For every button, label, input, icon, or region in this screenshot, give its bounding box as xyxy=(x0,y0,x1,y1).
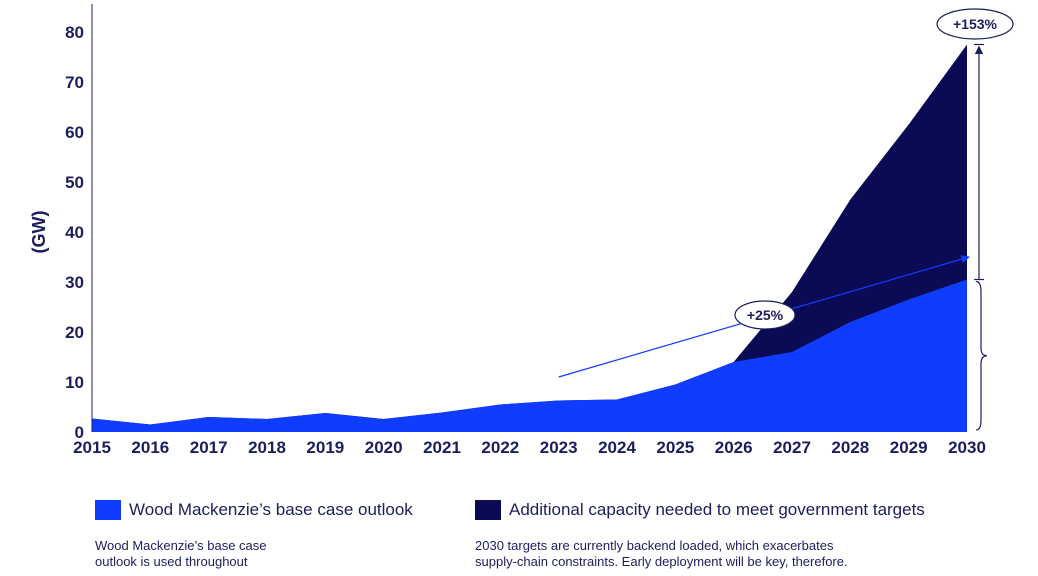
note-right: 2030 targets are currently backend loade… xyxy=(475,538,848,570)
chart-areas xyxy=(92,44,967,432)
note-left-line-2: outlook is used throughout xyxy=(95,554,248,569)
y-axis-label: (GW) xyxy=(29,211,49,254)
y-tick-label: 20 xyxy=(65,323,84,342)
legend-label-additional: Additional capacity needed to meet gover… xyxy=(509,500,925,519)
x-tick-label: 2029 xyxy=(890,438,928,457)
note-left: Wood Mackenzie’s base case outlook is us… xyxy=(95,538,267,570)
x-tick-label: 2019 xyxy=(306,438,344,457)
x-tick-label: 2015 xyxy=(73,438,111,457)
legend-label-base-case: Wood Mackenzie’s base case outlook xyxy=(129,500,413,519)
note-right-line-1: 2030 targets are currently backend loade… xyxy=(475,538,834,553)
y-tick-label: 30 xyxy=(65,273,84,292)
legend-swatch-base-case xyxy=(95,500,121,520)
area-series-base-case xyxy=(92,279,967,432)
y-tick-label: 0 xyxy=(75,423,84,442)
y-tick-label: 50 xyxy=(65,173,84,192)
x-tick-label: 2016 xyxy=(131,438,169,457)
annotation-label-153: +153% xyxy=(953,16,998,32)
y-tick-label: 70 xyxy=(65,73,84,92)
x-tick-label: 2018 xyxy=(248,438,286,457)
note-right-line-2: supply-chain constraints. Early deployme… xyxy=(475,554,848,569)
x-tick-label: 2030 xyxy=(948,438,986,457)
y-tick-label: 10 xyxy=(65,373,84,392)
x-tick-label: 2020 xyxy=(365,438,403,457)
x-tick-label: 2028 xyxy=(831,438,869,457)
y-tick-label: 80 xyxy=(65,23,84,42)
chart-annotations: +25% +153% xyxy=(558,8,1014,431)
annotation-bubble-25 xyxy=(734,300,796,330)
x-tick-label: 2023 xyxy=(540,438,578,457)
x-tick-label: 2025 xyxy=(656,438,694,457)
annotation-bubble-153 xyxy=(936,8,1014,40)
x-tick-label: 2027 xyxy=(773,438,811,457)
y-tick-label: 40 xyxy=(65,223,84,242)
x-tick-label: 2021 xyxy=(423,438,461,457)
legend-item-base-case: Wood Mackenzie’s base case outlook xyxy=(95,500,413,520)
x-tick-label: 2022 xyxy=(481,438,519,457)
note-left-line-1: Wood Mackenzie’s base case xyxy=(95,538,267,553)
x-tick-label: 2026 xyxy=(715,438,753,457)
annotation-brace xyxy=(975,280,988,431)
x-tick-label: 2017 xyxy=(190,438,228,457)
legend-swatch-additional xyxy=(475,500,501,520)
legend-item-additional: Additional capacity needed to meet gover… xyxy=(475,500,925,520)
x-tick-label: 2024 xyxy=(598,438,636,457)
y-tick-label: 60 xyxy=(65,123,84,142)
annotation-label-25: +25% xyxy=(747,307,784,323)
